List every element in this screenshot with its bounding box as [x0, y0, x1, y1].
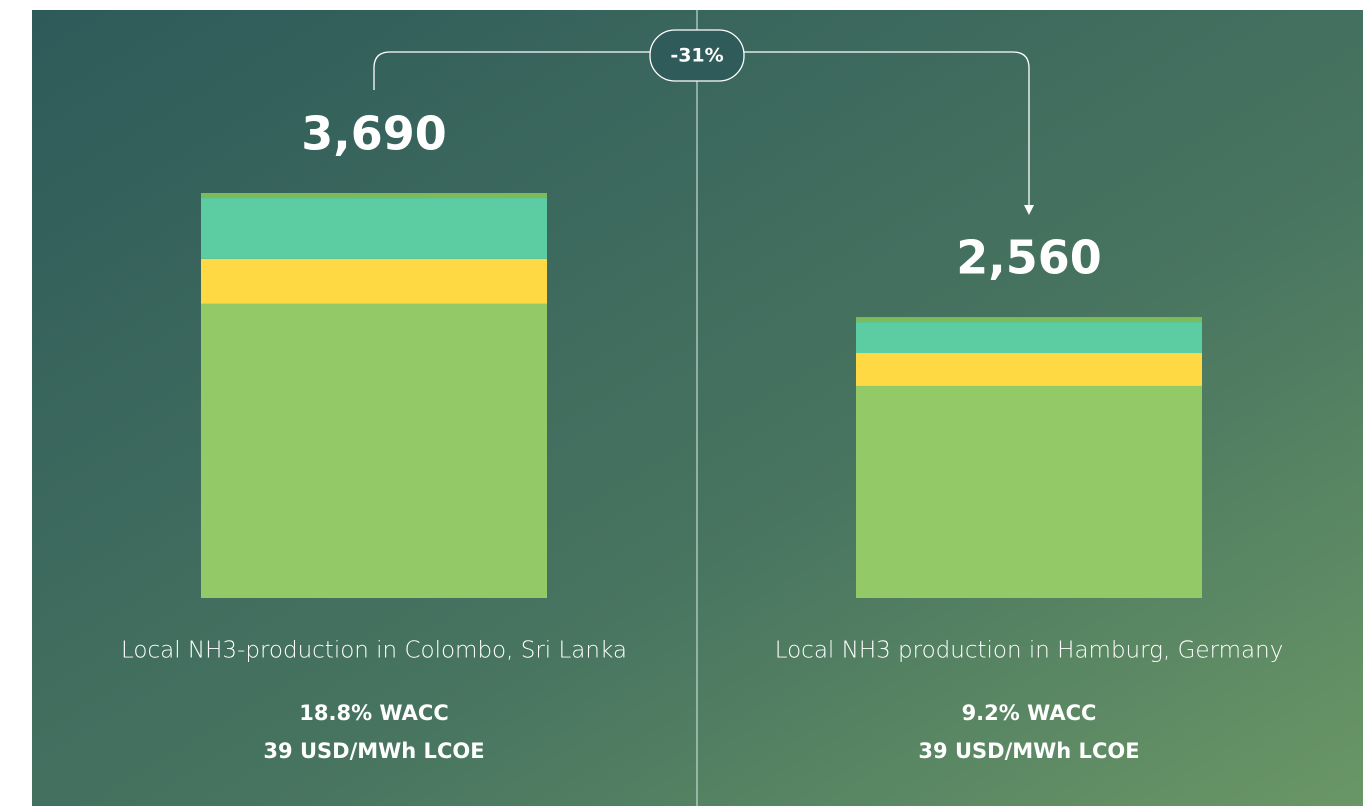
arrow-head — [1024, 205, 1034, 216]
category-label: Local NH3 production in Hamburg, Germany — [775, 638, 1284, 664]
bar-segment — [856, 322, 1202, 354]
category-label: Local NH3-production in Colombo, Sri Lan… — [121, 638, 627, 664]
bar-segment — [201, 303, 547, 598]
total-label: 2,560 — [956, 231, 1102, 285]
change-badge — [649, 29, 745, 82]
category-note: 39 USD/MWh LCOE — [918, 739, 1139, 763]
category-note: 9.2% WACC — [962, 701, 1097, 725]
category-note: 39 USD/MWh LCOE — [263, 739, 484, 763]
bar-segment — [201, 198, 547, 259]
bar-segment — [201, 258, 547, 304]
change-label: -31% — [670, 45, 723, 67]
category-note: 18.8% WACC — [299, 701, 448, 725]
bar-segment — [856, 317, 1202, 323]
bar-segment — [856, 385, 1202, 598]
bar-segment — [856, 353, 1202, 386]
total-label: 3,690 — [301, 107, 447, 161]
bar-segment — [201, 193, 547, 199]
